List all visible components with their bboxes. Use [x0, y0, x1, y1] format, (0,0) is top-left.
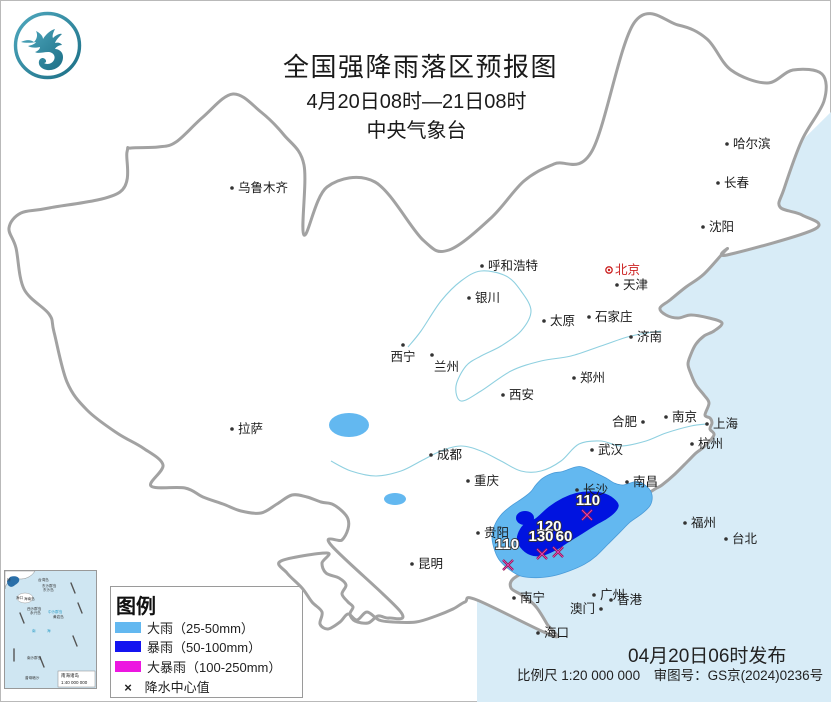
svg-text:海口: 海口: [544, 625, 569, 640]
svg-text:04月20日06时发布: 04月20日06时发布: [628, 645, 786, 667]
svg-text:石家庄: 石家庄: [595, 309, 633, 324]
svg-text:南京: 南京: [672, 409, 697, 424]
svg-text:重庆: 重庆: [474, 473, 500, 488]
svg-text:台北: 台北: [732, 531, 758, 546]
svg-text:西宁: 西宁: [390, 349, 415, 364]
svg-text:长春: 长春: [724, 176, 750, 190]
svg-text:南昌: 南昌: [633, 474, 658, 489]
svg-text:成都: 成都: [437, 448, 463, 462]
svg-text:拉萨: 拉萨: [238, 421, 263, 436]
svg-text:乌鲁木齐: 乌鲁木齐: [238, 180, 289, 195]
svg-text:澳门: 澳门: [570, 601, 595, 616]
svg-text:比例尺 1:20 000 000 审图号：GS京(2024): 比例尺 1:20 000 000 审图号：GS京(2024)0236号: [517, 668, 823, 683]
svg-text:武汉: 武汉: [598, 443, 624, 457]
svg-text:130: 130: [528, 528, 553, 545]
svg-text:南宁: 南宁: [520, 590, 545, 605]
svg-text:太原: 太原: [550, 313, 575, 328]
svg-text:哈尔滨: 哈尔滨: [733, 136, 771, 151]
svg-text:福州: 福州: [691, 515, 716, 530]
svg-text:贵阳: 贵阳: [484, 526, 509, 540]
svg-text:兰州: 兰州: [434, 360, 459, 374]
svg-text:上海: 上海: [713, 416, 739, 431]
svg-text:西安: 西安: [509, 387, 534, 402]
svg-text:长沙: 长沙: [583, 483, 609, 497]
svg-text:60: 60: [556, 528, 573, 545]
svg-text:天津: 天津: [623, 278, 648, 292]
svg-text:呼和浩特: 呼和浩特: [488, 258, 538, 273]
svg-text:沈阳: 沈阳: [709, 219, 734, 234]
svg-text:合肥: 合肥: [612, 414, 638, 429]
svg-text:香港: 香港: [617, 593, 643, 607]
svg-text:杭州: 杭州: [698, 436, 723, 451]
svg-text:济南: 济南: [637, 329, 662, 344]
svg-text:银川: 银川: [475, 291, 500, 305]
svg-text:北京: 北京: [615, 263, 640, 277]
svg-text:昆明: 昆明: [418, 557, 443, 571]
svg-text:郑州: 郑州: [580, 370, 605, 385]
